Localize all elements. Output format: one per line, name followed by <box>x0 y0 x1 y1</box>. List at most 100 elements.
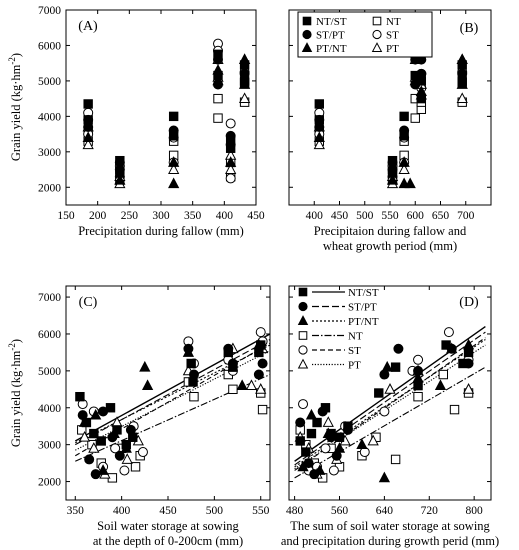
data-point-nt <box>438 369 449 380</box>
data-point-pt-nt <box>139 360 151 372</box>
legend-marker <box>298 301 308 312</box>
data-point-pt <box>168 163 180 174</box>
data-point-pt-nt <box>78 416 91 427</box>
data-point-nt-st <box>314 99 325 109</box>
data-point-nt <box>213 93 223 104</box>
legend-marker <box>371 42 383 52</box>
x-tick-label: 480 <box>286 505 304 517</box>
data-point-pt <box>313 138 325 150</box>
y-tick-label: 5000 <box>38 366 61 378</box>
data-point-pt-nt <box>141 379 154 391</box>
data-point-nt-st <box>96 436 106 446</box>
panel-c: 350 400 450 500 550 2000 3000 4000 5000 6000 7000 (… <box>38 285 271 548</box>
data-point-nt-st <box>295 436 305 446</box>
x-tick-label: 500 <box>356 210 374 222</box>
data-point-pt <box>78 431 91 442</box>
data-point-pt-nt <box>97 464 109 475</box>
data-point-st-pt <box>393 343 404 354</box>
data-point-pt-nt <box>236 379 248 391</box>
data-point-st-pt <box>114 164 125 175</box>
data-point-nt-st <box>399 111 409 122</box>
x-tick-label: 350 <box>184 210 202 222</box>
data-point-st <box>413 354 424 365</box>
legend-bottom: NT/ST ST/PT PT/NT NT ST PT <box>297 287 379 372</box>
legend-label: ST/PT <box>316 30 345 42</box>
fit-line-st <box>294 337 486 471</box>
data-point-st-pt <box>253 369 264 380</box>
x-axis-label: The sum of soil water storage at sowing <box>290 519 490 533</box>
data-point-pt <box>111 416 123 427</box>
data-point-pt <box>82 138 94 150</box>
legend-label: NT/ST <box>316 16 347 28</box>
data-point-st-pt <box>295 417 306 428</box>
y-tick-label: 7000 <box>38 292 61 304</box>
data-point-nt <box>413 391 423 402</box>
legend-label: ST <box>386 30 399 42</box>
data-point-pt-nt <box>415 85 427 96</box>
data-point-st-pt <box>317 406 328 417</box>
data-point-pt <box>245 379 258 391</box>
panel-label: (C) <box>79 295 98 310</box>
x-tick-label: 800 <box>466 505 484 517</box>
data-point-st-pt <box>399 125 410 136</box>
data-point-st-pt <box>257 358 268 369</box>
legend-label: PT <box>386 43 399 55</box>
x-tick-label: 250 <box>121 210 139 222</box>
x-axis-label: and precipitation during growth perid (m… <box>281 534 499 548</box>
data-point-pt-nt <box>386 173 399 185</box>
data-point-st-pt <box>213 54 223 65</box>
data-point-nt-st <box>168 111 179 122</box>
x-tick-label: 700 <box>457 210 475 222</box>
plot-frame <box>288 285 492 501</box>
x-tick-label: 600 <box>407 210 425 222</box>
data-point-st-pt <box>83 122 94 132</box>
legend-marker <box>298 345 308 355</box>
x-tick-label: 300 <box>152 210 170 222</box>
data-point-nt-st <box>374 388 384 398</box>
x-tick-label: 350 <box>67 505 85 517</box>
data-point-st-pt <box>84 454 95 465</box>
data-point-nt-st <box>301 447 311 457</box>
data-point-pt <box>88 442 100 453</box>
legend-label: NT <box>386 16 401 28</box>
data-point-pt <box>322 416 334 427</box>
data-point-st-pt <box>239 68 250 79</box>
legend-label: NT/ST <box>348 287 379 299</box>
data-point-pt-nt <box>168 156 180 167</box>
data-point-nt-st <box>334 432 345 442</box>
legend-label: ST <box>348 345 361 357</box>
data-point-pt <box>456 92 468 104</box>
panel-a: 150 200 250 300 350 400 450 2000 3000 4000 5000 600… <box>38 5 265 238</box>
x-axis-label: wheat growth period (mm) <box>323 239 457 253</box>
data-point-pt-nt <box>462 338 475 350</box>
legend-label: PT <box>348 360 361 372</box>
x-tick-label: 640 <box>376 505 394 517</box>
data-point-st-pt <box>114 450 125 461</box>
fit-line-nt-st <box>294 326 486 462</box>
legend-marker <box>372 29 382 40</box>
legend-label: PT/NT <box>316 43 347 55</box>
x-tick-label: 400 <box>306 210 324 222</box>
legend-marker <box>302 29 312 40</box>
data-point-st <box>298 399 309 410</box>
data-point-pt-nt <box>238 53 251 65</box>
y-axis-label-bottom: Grain yield (kg·hm-2) <box>7 339 23 447</box>
y-tick-label: 2000 <box>38 182 61 194</box>
fit-line-st-pt <box>294 331 486 466</box>
data-point-nt <box>449 404 460 415</box>
panel-label: (A) <box>78 19 98 34</box>
data-point-st-pt <box>227 358 238 369</box>
data-point-pt <box>367 434 379 446</box>
data-point-st-pt <box>125 424 136 435</box>
data-point-pt-nt <box>434 379 447 391</box>
data-point-pt-nt <box>212 74 224 86</box>
legend-label: PT/NT <box>348 316 379 328</box>
legend-label: ST/PT <box>348 302 377 314</box>
legend-marker <box>302 16 312 26</box>
data-point-pt <box>225 163 237 174</box>
data-point-st <box>255 327 266 338</box>
y-label-sup: -2 <box>7 343 17 351</box>
x-tick-label: 650 <box>432 210 450 222</box>
x-tick-label: 550 <box>252 505 270 517</box>
